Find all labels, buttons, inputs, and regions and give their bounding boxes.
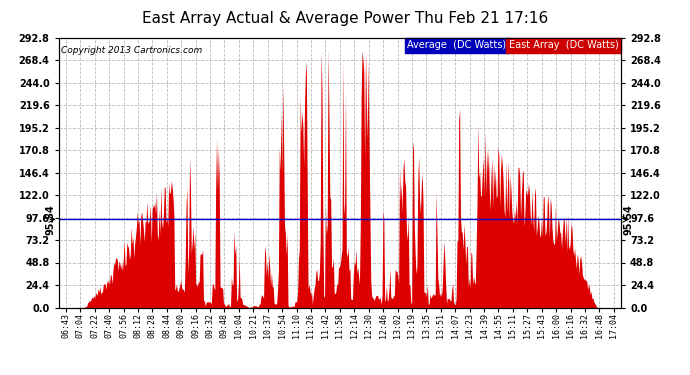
Text: 95.54: 95.54 [46, 204, 56, 235]
Text: Copyright 2013 Cartronics.com: Copyright 2013 Cartronics.com [61, 46, 203, 55]
Text: 95.54: 95.54 [624, 204, 634, 235]
Text: Average  (DC Watts): Average (DC Watts) [407, 40, 506, 50]
Text: East Array  (DC Watts): East Array (DC Watts) [509, 40, 618, 50]
Text: East Array Actual & Average Power Thu Feb 21 17:16: East Array Actual & Average Power Thu Fe… [142, 11, 548, 26]
